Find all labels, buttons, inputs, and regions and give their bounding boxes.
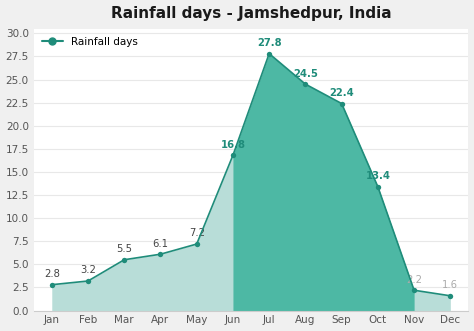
Text: 3.2: 3.2 bbox=[80, 265, 96, 275]
Point bbox=[48, 282, 55, 287]
Text: 22.4: 22.4 bbox=[329, 88, 354, 98]
Text: 5.5: 5.5 bbox=[116, 244, 132, 254]
Text: 27.8: 27.8 bbox=[257, 38, 282, 48]
Point bbox=[157, 252, 164, 257]
Text: 2.8: 2.8 bbox=[44, 269, 60, 279]
Point bbox=[120, 257, 128, 262]
Point bbox=[410, 288, 418, 293]
Title: Rainfall days - Jamshedpur, India: Rainfall days - Jamshedpur, India bbox=[111, 6, 392, 21]
Point bbox=[374, 184, 382, 189]
Text: 7.2: 7.2 bbox=[189, 228, 205, 238]
Text: 1.6: 1.6 bbox=[442, 280, 458, 290]
Point bbox=[84, 278, 92, 284]
Point bbox=[338, 101, 346, 106]
Point bbox=[301, 81, 309, 87]
Legend: Rainfall days: Rainfall days bbox=[39, 34, 141, 50]
Text: 16.8: 16.8 bbox=[220, 140, 246, 150]
Point bbox=[229, 153, 237, 158]
Text: 13.4: 13.4 bbox=[365, 171, 391, 181]
Point bbox=[193, 241, 201, 247]
Point bbox=[447, 293, 454, 299]
Text: 6.1: 6.1 bbox=[153, 239, 168, 249]
Point bbox=[265, 51, 273, 56]
Text: 2.2: 2.2 bbox=[406, 275, 422, 285]
Text: 24.5: 24.5 bbox=[293, 69, 318, 78]
